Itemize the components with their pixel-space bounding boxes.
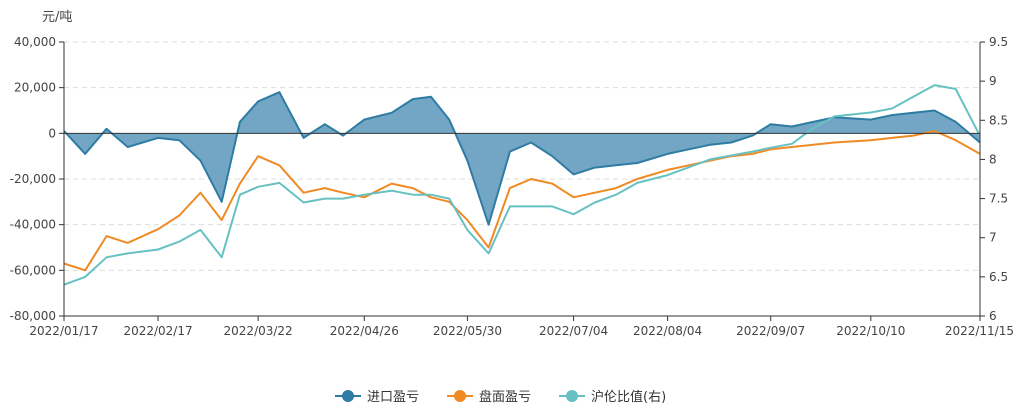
right-tick-label: 9 <box>989 74 997 88</box>
x-tick-label: 2022/09/07 <box>736 324 805 338</box>
x-tick-label: 2022/02/17 <box>123 324 192 338</box>
x-tick-label: 2022/03/22 <box>224 324 293 338</box>
left-tick-label: 0 <box>48 126 56 140</box>
right-tick-label: 9.5 <box>989 35 1008 49</box>
x-tick-label: 2022/07/04 <box>539 324 608 338</box>
left-tick-label: 40,000 <box>14 35 56 49</box>
legend-label: 进口盈亏 <box>367 390 419 405</box>
left-tick-label: -20,000 <box>10 172 56 186</box>
right-tick-label: 6 <box>989 309 997 323</box>
x-tick-label: 2022/08/04 <box>633 324 702 338</box>
right-tick-label: 7 <box>989 231 997 245</box>
series-line <box>63 91 981 226</box>
x-tick-label: 2022/04/26 <box>330 324 399 338</box>
series-2 <box>63 84 981 286</box>
legend-marker-icon <box>454 390 466 402</box>
legend-item-1[interactable]: 盘面盈亏 <box>447 389 531 405</box>
x-tick-label: 2022/01/17 <box>29 324 98 338</box>
right-y-axis-ticks: 9.5 9 8.5 8 7.5 7 6.5 6 <box>980 35 1008 323</box>
legend-marker-icon <box>566 390 578 402</box>
right-tick-label: 7.5 <box>989 192 1008 206</box>
x-tick-label: 2022/10/10 <box>836 324 905 338</box>
x-axis-ticks: 2022/01/17 2022/02/17 2022/03/22 2022/04/26… <box>29 316 1014 338</box>
right-tick-label: 8.5 <box>989 113 1008 127</box>
series-layer <box>63 84 981 286</box>
legend-item-0[interactable]: 进口盈亏 <box>335 390 419 405</box>
left-tick-label: -40,000 <box>10 218 56 232</box>
series-0 <box>63 91 981 226</box>
x-tick-label: 2022/11/15 <box>945 324 1014 338</box>
legend-item-2[interactable]: 沪伦比值(右) <box>559 389 666 405</box>
left-tick-label: 20,000 <box>14 81 56 95</box>
series-line <box>63 130 981 272</box>
y-axis-unit-label: 元/吨 <box>42 10 72 25</box>
series-line <box>63 84 981 286</box>
legend[interactable]: 进口盈亏 盘面盈亏 沪伦比值(右) <box>335 389 666 405</box>
right-tick-label: 8 <box>989 152 997 166</box>
left-y-axis-ticks: 40,000 20,000 0 -20,000 -40,000 -60,000 -80,00… <box>10 35 64 323</box>
left-tick-label: -80,000 <box>10 309 56 323</box>
left-tick-label: -60,000 <box>10 263 56 277</box>
legend-marker-icon <box>342 390 354 402</box>
legend-label: 盘面盈亏 <box>479 389 531 405</box>
legend-label: 沪伦比值(右) <box>591 389 666 405</box>
series-area <box>64 92 980 225</box>
right-tick-label: 6.5 <box>989 270 1008 284</box>
x-tick-label: 2022/05/30 <box>433 324 502 338</box>
